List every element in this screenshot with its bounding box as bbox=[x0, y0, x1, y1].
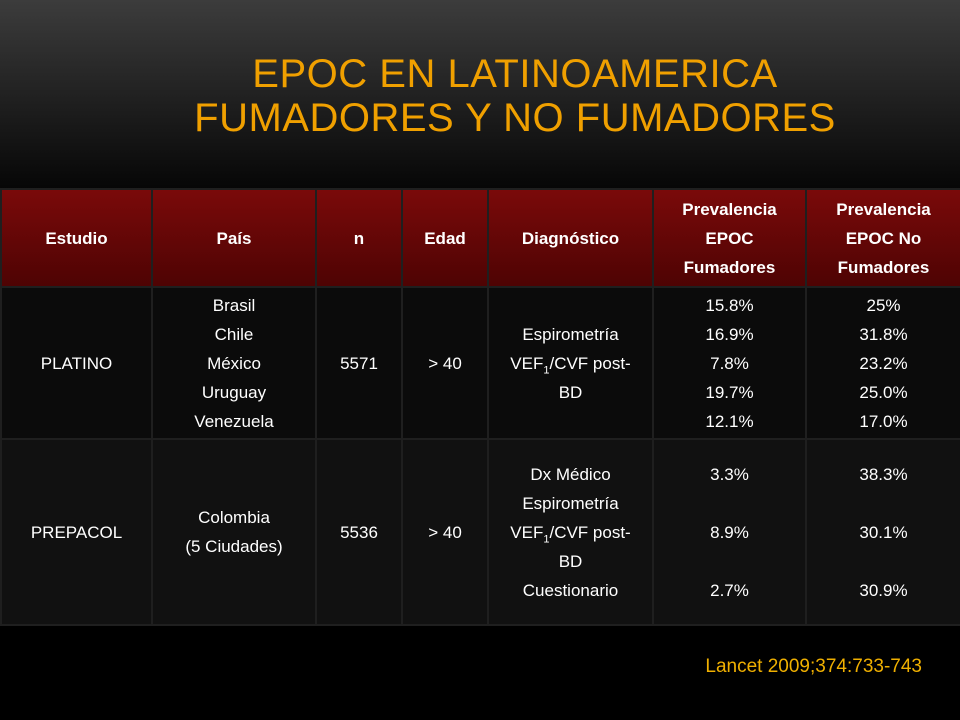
header-edad: Edad bbox=[401, 188, 489, 288]
title-line-2: FUMADORES Y NO FUMADORES bbox=[194, 96, 836, 140]
header-pais: País bbox=[151, 188, 317, 288]
cell-diagnostico: Dx Médico Espirometría VEF1/CVF post- BD… bbox=[487, 438, 654, 626]
epoc-table: Estudio País n Edad Diagnóstico Prevalen… bbox=[0, 188, 960, 626]
table-row: PREPACOL Colombia (5 Ciudades) 5536 > 40… bbox=[0, 438, 960, 626]
cell-pais: Colombia (5 Ciudades) bbox=[151, 438, 317, 626]
cell-estudio: PREPACOL bbox=[0, 438, 153, 626]
cell-prevalencia-no-fumadores: 38.3% 30.1% 30.9% bbox=[805, 438, 960, 626]
cell-n: 5536 bbox=[315, 438, 403, 626]
cell-edad: > 40 bbox=[401, 286, 489, 440]
cell-pais: Brasil Chile México Uruguay Venezuela bbox=[151, 286, 317, 440]
cell-prevalencia-fumadores: 15.8% 16.9% 7.8% 19.7% 12.1% bbox=[652, 286, 807, 440]
cell-n: 5571 bbox=[315, 286, 403, 440]
title-line-1: EPOC EN LATINOAMERICA bbox=[252, 52, 778, 96]
header-prevalencia-no-fumadores: Prevalencia EPOC No Fumadores bbox=[805, 188, 960, 288]
reference-citation: Lancet 2009;374:733-743 bbox=[705, 656, 922, 677]
slide-title: EPOC EN LATINOAMERICA FUMADORES Y NO FUM… bbox=[0, 52, 960, 140]
cell-diagnostico: Espirometría VEF1/CVF post- BD bbox=[487, 286, 654, 440]
cell-edad: > 40 bbox=[401, 438, 489, 626]
header-diagnostico: Diagnóstico bbox=[487, 188, 654, 288]
header-prevalencia-fumadores: Prevalencia EPOC Fumadores bbox=[652, 188, 807, 288]
cell-prevalencia-no-fumadores: 25% 31.8% 23.2% 25.0% 17.0% bbox=[805, 286, 960, 440]
table-row: PLATINO Brasil Chile México Uruguay Vene… bbox=[0, 286, 960, 440]
cell-estudio: PLATINO bbox=[0, 286, 153, 440]
header-n: n bbox=[315, 188, 403, 288]
table-header-row: Estudio País n Edad Diagnóstico Prevalen… bbox=[0, 188, 960, 288]
header-estudio: Estudio bbox=[0, 188, 153, 288]
cell-prevalencia-fumadores: 3.3% 8.9% 2.7% bbox=[652, 438, 807, 626]
